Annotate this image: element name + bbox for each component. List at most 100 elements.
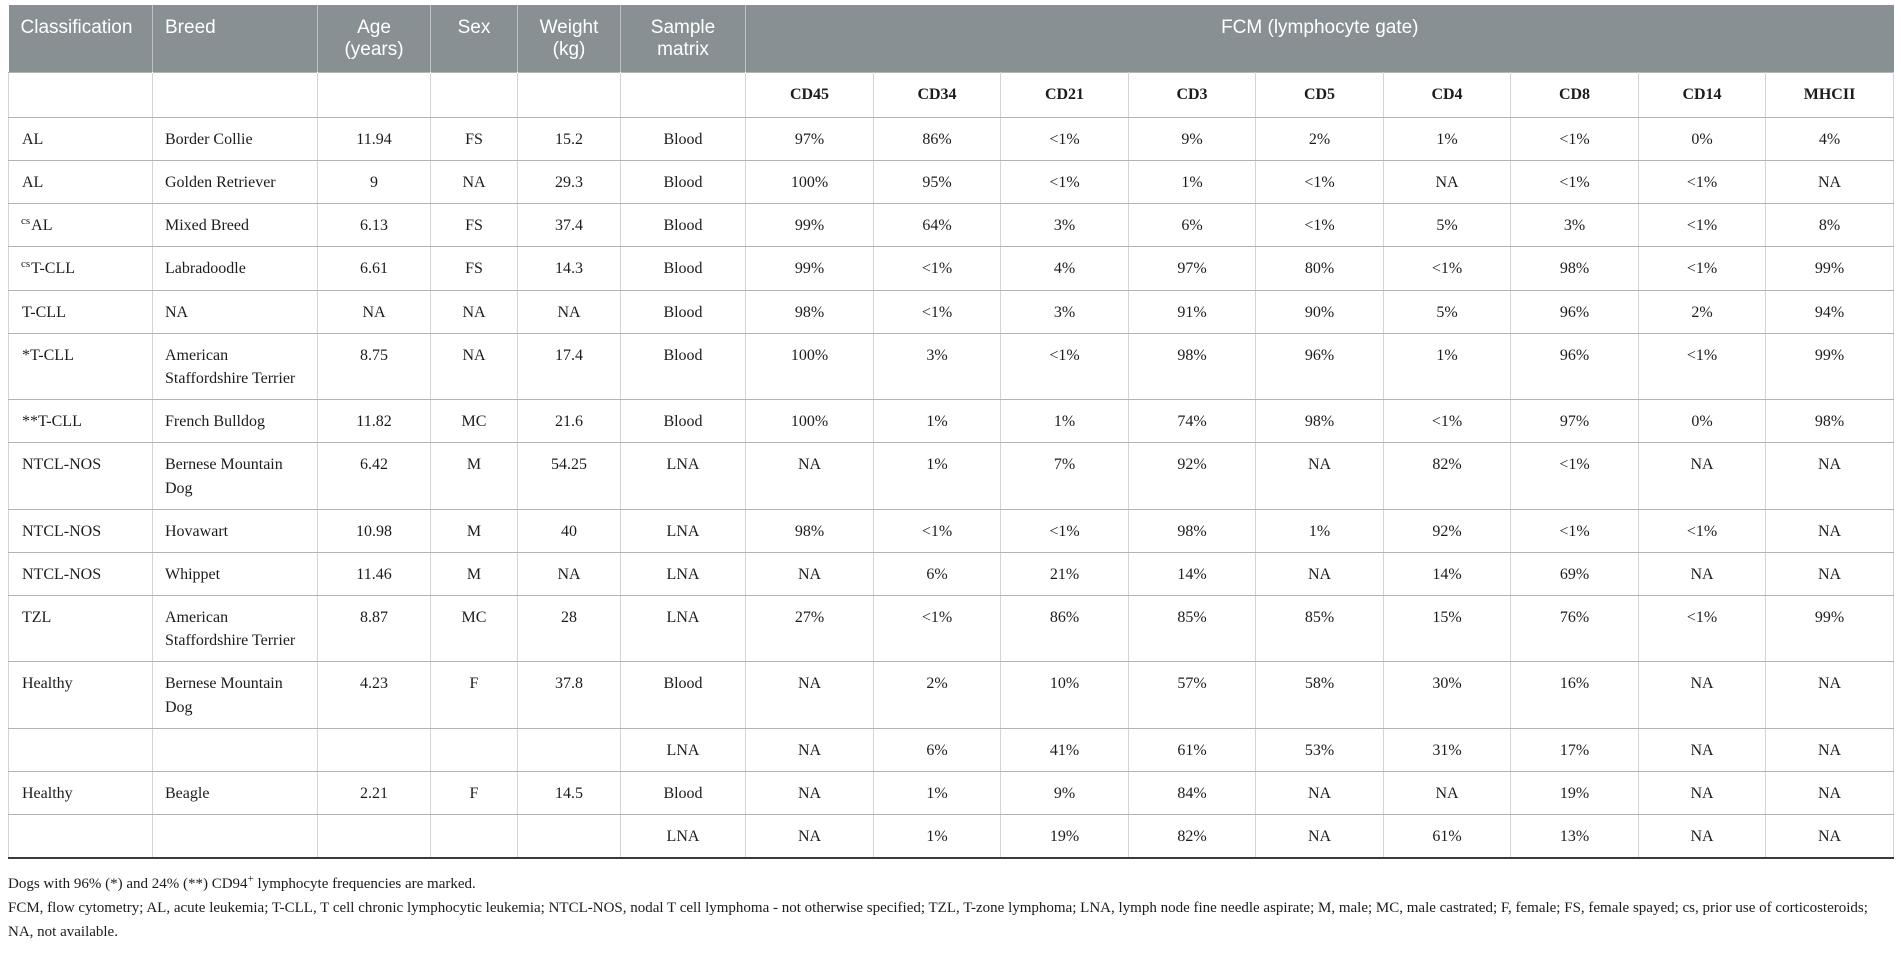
cell-marker-value: <1%	[1638, 595, 1766, 663]
cell-breed: Labradoodle	[152, 246, 318, 291]
cell-weight: 37.4	[517, 203, 621, 248]
table-row: AL Golden Retriever 9 NA 29.3 Blood 100% 95% <1%…	[8, 159, 1895, 205]
classification-label: **T-CLL	[22, 413, 82, 431]
header-line: Sample	[650, 17, 716, 38]
cell-age: 9	[317, 159, 431, 205]
cell-marker-value: 5%	[1383, 203, 1511, 248]
cell-marker-value: 99%	[1764, 332, 1895, 401]
cell-age	[317, 814, 431, 859]
cell-marker-value: NA	[1764, 770, 1895, 816]
empty-subheader-cell	[430, 71, 518, 118]
cell-sample-matrix: Blood	[620, 203, 746, 248]
cell-classification: T-CLL	[8, 289, 153, 334]
cell-marker-value: 30%	[1383, 661, 1511, 729]
cell-marker-value: <1%	[1255, 203, 1384, 248]
marker-header-cd21: CD21	[1000, 71, 1129, 118]
cell-weight: 14.5	[517, 770, 621, 816]
cell-marker-value: 100%	[745, 332, 874, 401]
marker-header-cd34: CD34	[873, 71, 1001, 118]
cell-sex: F	[430, 770, 518, 816]
cell-marker-value: 82%	[1128, 814, 1256, 859]
cell-marker-value: 1%	[1128, 159, 1256, 205]
cell-marker-value: 17%	[1510, 727, 1639, 773]
cell-age: 4.23	[317, 661, 431, 729]
cell-sample-matrix: LNA	[620, 508, 746, 553]
cell-marker-value: 98%	[1764, 399, 1895, 444]
marker-header-row: CD45 CD34 CD21 CD3 CD5 CD4 CD8 CD14 MHCI…	[8, 71, 1895, 118]
cell-breed	[152, 814, 318, 859]
cell-age: 8.87	[317, 595, 431, 663]
column-header-sample-matrix: Sample matrix	[620, 5, 746, 73]
cell-age	[317, 727, 431, 773]
cell-sample-matrix: LNA	[620, 442, 746, 510]
table-row: LNA NA 1% 19% 82% NA 61% 13% NA NA	[8, 814, 1895, 859]
cell-sample-matrix: LNA	[620, 551, 746, 597]
cell-sex: MC	[430, 595, 518, 663]
cell-age: 11.94	[317, 116, 431, 162]
cell-marker-value: <1%	[873, 595, 1001, 663]
cell-marker-value: 82%	[1383, 442, 1511, 510]
classification-label: NTCL-NOS	[22, 565, 102, 583]
cell-classification: csAL	[8, 203, 153, 248]
cell-marker-value: <1%	[873, 289, 1001, 334]
cell-marker-value: 15%	[1383, 595, 1511, 663]
classification-label: *T-CLL	[22, 346, 74, 364]
cell-marker-value: 99%	[745, 203, 874, 248]
cell-breed: Mixed Breed	[152, 203, 318, 248]
cell-sex: MC	[430, 399, 518, 444]
cell-classification: NTCL-NOS	[8, 442, 153, 510]
cell-breed: Beagle	[152, 770, 318, 816]
cell-marker-value: 64%	[873, 203, 1001, 248]
cell-marker-value: NA	[745, 551, 874, 597]
cell-marker-value: 19%	[1510, 770, 1639, 816]
cell-age: 8.75	[317, 332, 431, 401]
cell-sex: M	[430, 442, 518, 510]
cell-sample-matrix: Blood	[620, 661, 746, 729]
footnote-text: Dogs with 96% (*) and 24% (**) CD94	[8, 876, 248, 893]
cell-marker-value: <1%	[1638, 332, 1766, 401]
cell-sex	[430, 814, 518, 859]
cell-sample-matrix: LNA	[620, 814, 746, 859]
empty-subheader-cell	[317, 71, 431, 118]
cell-breed: American Staffordshire Terrier	[152, 595, 318, 663]
header-line: Age	[357, 17, 391, 38]
cell-marker-value: <1%	[1255, 159, 1384, 205]
cell-marker-value: 16%	[1510, 661, 1639, 729]
cell-age: 11.82	[317, 399, 431, 444]
cell-marker-value: 98%	[745, 289, 874, 334]
classification-label: T-CLL	[22, 303, 66, 321]
cell-age: 6.61	[317, 246, 431, 291]
marker-header-mhcii: MHCII	[1764, 71, 1895, 118]
cell-marker-value: 98%	[1128, 508, 1256, 553]
cell-marker-value: 3%	[1000, 203, 1129, 248]
cell-sex	[430, 727, 518, 773]
cell-marker-value: 14%	[1383, 551, 1511, 597]
cell-marker-value: <1%	[1638, 159, 1766, 205]
cell-marker-value: NA	[1638, 442, 1766, 510]
cell-marker-value: 2%	[873, 661, 1001, 729]
cell-marker-value: <1%	[1000, 159, 1129, 205]
cell-weight: 21.6	[517, 399, 621, 444]
cell-marker-value: 9%	[1000, 770, 1129, 816]
cell-marker-value: NA	[1255, 770, 1384, 816]
cell-marker-value: NA	[1638, 770, 1766, 816]
cell-sex: NA	[430, 289, 518, 334]
cell-marker-value: NA	[1383, 770, 1511, 816]
cell-marker-value: 69%	[1510, 551, 1639, 597]
header-line: matrix	[657, 39, 709, 61]
table-row: LNA NA 6% 41% 61% 53% 31% 17% NA NA	[8, 727, 1895, 773]
cell-weight: NA	[517, 551, 621, 597]
cell-classification	[8, 727, 153, 773]
cell-marker-value: NA	[1764, 661, 1895, 729]
cell-marker-value: 98%	[745, 508, 874, 553]
cell-marker-value: 98%	[1255, 399, 1384, 444]
header-line: (kg)	[552, 39, 586, 61]
cell-marker-value: <1%	[873, 508, 1001, 553]
classification-label: TZL	[22, 609, 52, 627]
cell-marker-value: 61%	[1383, 814, 1511, 859]
cell-marker-value: 84%	[1128, 770, 1256, 816]
cell-marker-value: <1%	[1000, 116, 1129, 162]
cell-marker-value: 7%	[1000, 442, 1129, 510]
cell-marker-value: 2%	[1255, 116, 1384, 162]
cell-classification: csT-CLL	[8, 246, 153, 291]
